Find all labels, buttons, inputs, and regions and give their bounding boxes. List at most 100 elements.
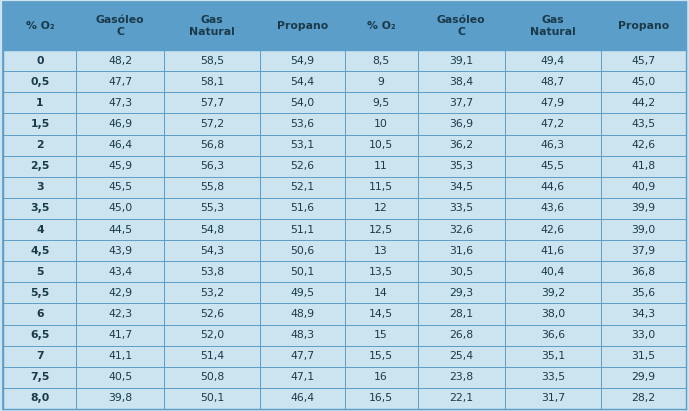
Text: 29,3: 29,3 <box>449 288 473 298</box>
Text: 39,1: 39,1 <box>449 55 473 66</box>
Text: 46,3: 46,3 <box>541 140 565 150</box>
Text: 41,8: 41,8 <box>631 161 655 171</box>
Text: 16,5: 16,5 <box>369 393 393 403</box>
Text: 39,0: 39,0 <box>631 224 655 235</box>
Text: 11,5: 11,5 <box>369 182 393 192</box>
Text: 51,6: 51,6 <box>290 203 314 213</box>
Text: 36,6: 36,6 <box>541 330 565 340</box>
Text: 47,2: 47,2 <box>541 119 565 129</box>
Text: 41,1: 41,1 <box>108 351 132 361</box>
Text: 38,4: 38,4 <box>449 77 473 87</box>
Text: 51,4: 51,4 <box>200 351 224 361</box>
Text: 42,3: 42,3 <box>108 309 132 319</box>
Text: 23,8: 23,8 <box>449 372 473 382</box>
Text: 56,8: 56,8 <box>200 140 224 150</box>
Text: 28,1: 28,1 <box>449 309 473 319</box>
Text: 50,8: 50,8 <box>200 372 224 382</box>
Text: 43,6: 43,6 <box>541 203 565 213</box>
Text: 14: 14 <box>374 288 388 298</box>
Text: Gas
Natural: Gas Natural <box>530 15 576 37</box>
Text: 36,8: 36,8 <box>631 267 655 277</box>
Text: 41,6: 41,6 <box>541 246 565 256</box>
Text: 12: 12 <box>374 203 388 213</box>
Text: 50,6: 50,6 <box>290 246 314 256</box>
Text: 52,6: 52,6 <box>290 161 314 171</box>
Text: 42,6: 42,6 <box>541 224 565 235</box>
Text: 8,0: 8,0 <box>30 393 50 403</box>
Text: 47,7: 47,7 <box>290 351 314 361</box>
Text: 28,2: 28,2 <box>631 393 655 403</box>
Text: 31,5: 31,5 <box>631 351 655 361</box>
Text: 3,5: 3,5 <box>30 203 50 213</box>
Text: 54,9: 54,9 <box>290 55 314 66</box>
Text: 48,2: 48,2 <box>108 55 132 66</box>
Text: 48,9: 48,9 <box>290 309 314 319</box>
Text: 30,5: 30,5 <box>449 267 473 277</box>
Text: Gas
Natural: Gas Natural <box>189 15 235 37</box>
Text: 52,0: 52,0 <box>200 330 224 340</box>
Text: 7,5: 7,5 <box>30 372 50 382</box>
Text: 32,6: 32,6 <box>449 224 473 235</box>
Text: % O₂: % O₂ <box>367 21 395 31</box>
Text: 25,4: 25,4 <box>449 351 473 361</box>
Text: 10,5: 10,5 <box>369 140 393 150</box>
Text: 44,5: 44,5 <box>108 224 132 235</box>
Text: 40,9: 40,9 <box>631 182 655 192</box>
Text: 1: 1 <box>37 98 43 108</box>
Text: 47,7: 47,7 <box>108 77 132 87</box>
Text: 56,3: 56,3 <box>200 161 224 171</box>
Text: 0,5: 0,5 <box>30 77 50 87</box>
Text: 57,2: 57,2 <box>200 119 224 129</box>
Text: 45,7: 45,7 <box>631 55 655 66</box>
Text: 29,9: 29,9 <box>631 372 655 382</box>
Text: 53,2: 53,2 <box>200 288 224 298</box>
Text: 58,5: 58,5 <box>200 55 224 66</box>
Text: 55,3: 55,3 <box>200 203 224 213</box>
Text: 44,2: 44,2 <box>631 98 655 108</box>
Text: 54,4: 54,4 <box>290 77 314 87</box>
Text: 49,4: 49,4 <box>541 55 565 66</box>
Text: 13: 13 <box>374 246 388 256</box>
Text: 47,1: 47,1 <box>290 372 314 382</box>
Text: 52,6: 52,6 <box>200 309 224 319</box>
Text: 41,7: 41,7 <box>108 330 132 340</box>
Text: 38,0: 38,0 <box>541 309 565 319</box>
Text: 44,6: 44,6 <box>541 182 565 192</box>
Text: 54,3: 54,3 <box>200 246 224 256</box>
Text: 40,4: 40,4 <box>541 267 565 277</box>
Text: 46,9: 46,9 <box>108 119 132 129</box>
Text: 34,5: 34,5 <box>449 182 473 192</box>
Text: 57,7: 57,7 <box>200 98 224 108</box>
Text: 9: 9 <box>378 77 384 87</box>
Text: 45,5: 45,5 <box>541 161 565 171</box>
Text: 45,0: 45,0 <box>631 77 655 87</box>
Text: 47,3: 47,3 <box>108 98 132 108</box>
Text: Propano: Propano <box>617 21 669 31</box>
Text: 48,7: 48,7 <box>541 77 565 87</box>
Text: 5,5: 5,5 <box>30 288 50 298</box>
Text: 4: 4 <box>36 224 44 235</box>
Text: 47,9: 47,9 <box>541 98 565 108</box>
Text: 37,7: 37,7 <box>449 98 473 108</box>
Text: 2,5: 2,5 <box>30 161 50 171</box>
Text: 39,2: 39,2 <box>541 288 565 298</box>
Text: 3: 3 <box>36 182 44 192</box>
Text: % O₂: % O₂ <box>25 21 54 31</box>
Text: 33,5: 33,5 <box>541 372 565 382</box>
Text: 58,1: 58,1 <box>200 77 224 87</box>
Text: 52,1: 52,1 <box>290 182 314 192</box>
Text: 42,9: 42,9 <box>108 288 132 298</box>
Text: 55,8: 55,8 <box>200 182 224 192</box>
Text: 50,1: 50,1 <box>290 267 314 277</box>
Text: 31,7: 31,7 <box>541 393 565 403</box>
Text: 15,5: 15,5 <box>369 351 393 361</box>
Text: 1,5: 1,5 <box>30 119 50 129</box>
Text: 33,0: 33,0 <box>631 330 655 340</box>
Text: 4,5: 4,5 <box>30 246 50 256</box>
Text: 37,9: 37,9 <box>631 246 655 256</box>
Text: 43,9: 43,9 <box>108 246 132 256</box>
Text: 8,5: 8,5 <box>372 55 390 66</box>
Text: 22,1: 22,1 <box>449 393 473 403</box>
Text: 26,8: 26,8 <box>449 330 473 340</box>
Text: 15: 15 <box>374 330 388 340</box>
